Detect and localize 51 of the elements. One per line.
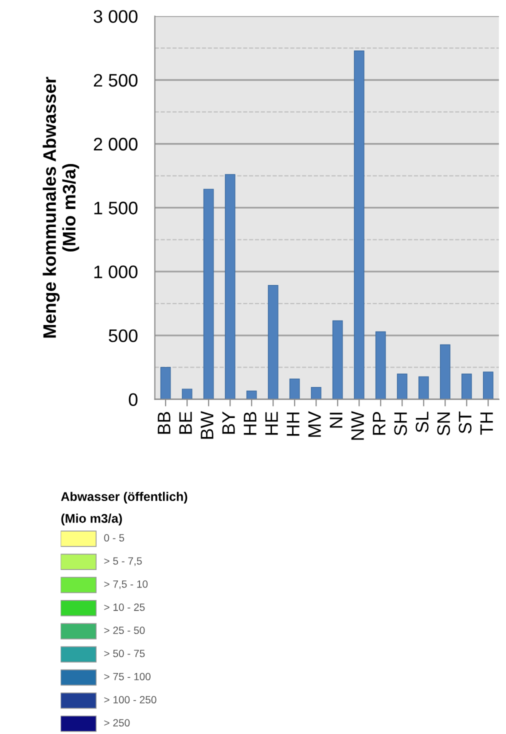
bar <box>418 376 429 400</box>
bar <box>310 386 322 400</box>
bar <box>160 367 171 400</box>
bar <box>440 344 450 400</box>
x-tick-label: BY <box>222 412 235 434</box>
category-label: > 75 - 100 <box>104 672 151 680</box>
bar <box>461 374 472 400</box>
y-tick-label: 1 500 <box>94 202 138 214</box>
x-tick-label: NI <box>330 412 342 428</box>
category-label: > 50 - 75 <box>104 650 145 658</box>
x-tick-label: NW <box>351 411 364 440</box>
x-tick-label: HH <box>286 412 300 436</box>
y-tick-label: 2 500 <box>94 74 138 87</box>
x-tick-label: HB <box>244 412 256 435</box>
y-tick-label: 1 000 <box>94 266 138 278</box>
x-tick-label: BE <box>179 412 192 434</box>
bar <box>182 388 192 400</box>
bar <box>354 50 364 400</box>
x-tick-label: RP <box>372 412 386 435</box>
x-tick-label: SL <box>416 412 428 432</box>
bar <box>268 285 278 400</box>
bar <box>246 390 257 400</box>
x-tick-label: BB <box>158 412 170 434</box>
bar <box>375 331 386 400</box>
x-tick-label: SH <box>394 412 407 436</box>
text: (Mio m3/a) <box>61 514 122 526</box>
category-label: > 7,5 - 10 <box>104 580 148 590</box>
category-label: > 25 - 50 <box>104 626 145 634</box>
bar <box>224 174 236 400</box>
x-tick-label: SN <box>437 412 450 436</box>
bar <box>332 320 343 400</box>
y-tick-label: 3 000 <box>94 10 138 23</box>
x-tick-label: ST <box>458 412 472 434</box>
y-tick-label: 2 000 <box>94 138 138 151</box>
category-label: > 100 - 250 <box>104 696 156 704</box>
category-label: 0 - 5 <box>104 534 124 542</box>
bar <box>289 378 300 400</box>
x-tick-label: TH <box>480 412 493 435</box>
y-tick-label: 0 <box>128 393 138 406</box>
bar <box>203 188 214 400</box>
y-axis-title: Menge kommunales Abwasser (Mio m3/a) <box>42 76 80 338</box>
x-tick-label: BW <box>200 411 214 439</box>
bar <box>482 372 494 400</box>
x-tick-label: MV <box>308 411 321 437</box>
category-label: > 5 - 7,5 <box>104 557 142 566</box>
x-tick-label: HE <box>265 412 278 435</box>
category-label: > 250 <box>104 719 130 727</box>
category-label: > 10 - 25 <box>104 604 145 611</box>
y-tick-label: 500 <box>108 329 138 342</box>
text: Abwasser (öffentlich) <box>61 492 188 504</box>
bar <box>396 374 408 400</box>
